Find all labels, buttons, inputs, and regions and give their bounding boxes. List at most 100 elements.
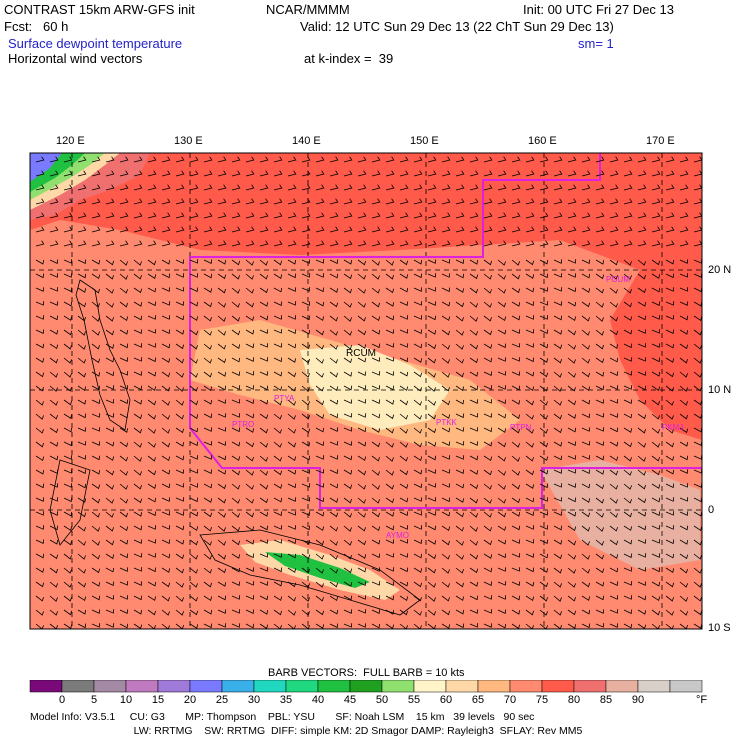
wind-barb (329, 198, 339, 205)
wind-barb (637, 371, 647, 376)
wind-barb (119, 385, 129, 390)
wind-barb (497, 623, 507, 629)
wind-barb (497, 273, 506, 280)
wind-barb (567, 553, 576, 560)
wind-barb (441, 184, 451, 191)
wind-barb (287, 385, 296, 392)
wind-barb (385, 511, 395, 517)
wind-barb (413, 427, 422, 434)
wind-barb (497, 497, 506, 504)
wind-barb (343, 315, 352, 322)
wind-barb (651, 273, 661, 279)
wind-barb (49, 198, 59, 205)
wind-barb (427, 343, 437, 350)
wind-barb (77, 469, 87, 474)
wind-barb (357, 240, 367, 247)
wind-barb (511, 581, 521, 586)
wind-barb (413, 469, 423, 475)
wind-barb (133, 595, 143, 601)
wind-barb (623, 609, 633, 615)
new-guinea-coastline (199, 529, 421, 616)
wind-barb (399, 259, 409, 266)
wind-barb (231, 553, 241, 559)
wind-barb (175, 170, 185, 177)
wind-barb (105, 567, 115, 573)
wind-barb (63, 525, 73, 531)
wind-barb (595, 315, 604, 322)
wind-barb (385, 581, 395, 586)
wind-barb (455, 212, 465, 219)
wind-barb (427, 371, 436, 378)
wind-barb (63, 301, 73, 307)
wind-barb (371, 329, 381, 335)
wind-barb (427, 427, 437, 434)
wind-barb (287, 511, 297, 516)
wind-barb (329, 315, 338, 322)
wind-barb (567, 539, 576, 546)
wind-barb (665, 259, 675, 265)
wind-barb (595, 170, 605, 177)
wind-barb (651, 343, 661, 348)
wind-barb (273, 259, 283, 266)
model-info-line1: Model Info: V3.5.1 CU: G3 MP: Thompson P… (30, 711, 535, 723)
wind-barb (133, 156, 143, 163)
wind-barb (511, 156, 521, 163)
wind-barb (539, 240, 549, 247)
wind-barb (539, 212, 549, 219)
wind-barb (399, 184, 409, 191)
wind-barb (539, 357, 549, 363)
wind-barb (301, 567, 310, 574)
wind-barb (35, 273, 45, 279)
wind-barb (455, 357, 464, 364)
wind-barb (119, 259, 128, 266)
wind-barb (147, 329, 157, 334)
wind-barb (273, 483, 283, 489)
wind-barb (399, 357, 409, 363)
wind-barb (371, 497, 380, 504)
wind-barb (231, 497, 240, 504)
wind-barb (105, 329, 115, 336)
wind-barb (357, 525, 366, 532)
wind-barb (441, 212, 451, 219)
wind-barb (329, 343, 338, 350)
wind-barb (497, 399, 507, 404)
wind-barb (259, 553, 269, 558)
wind-barb (441, 343, 450, 350)
wind-barb (385, 455, 394, 462)
wind-barb (49, 240, 59, 247)
wind-barb (595, 329, 604, 336)
wind-barb (161, 511, 171, 516)
wind-barb (441, 469, 451, 474)
wind-barb (357, 198, 367, 205)
wind-barb (301, 240, 311, 247)
wind-barb (35, 595, 44, 602)
wind-barb (77, 170, 87, 177)
wind-barb (273, 315, 283, 320)
wind-barb (385, 427, 394, 434)
wind-barb (623, 525, 633, 531)
wind-barb (399, 399, 408, 406)
wind-barb (567, 170, 577, 177)
wind-barb (245, 357, 255, 362)
wind-barb (651, 469, 661, 476)
wind-barb (245, 329, 255, 335)
wind-barb (637, 497, 647, 504)
wind-barb (483, 483, 492, 490)
place-label-aymo: AYMO (386, 531, 409, 540)
wind-barb (483, 595, 493, 600)
wind-barb (35, 427, 44, 434)
wind-barb (595, 413, 605, 418)
smoothing-label: sm= 1 (578, 36, 614, 51)
wind-barb (679, 525, 689, 531)
wind-barb (637, 567, 647, 572)
wind-barb (553, 301, 563, 306)
wind-barb (609, 287, 618, 294)
wind-barb (175, 441, 185, 447)
colorbar-label: 20 (183, 694, 197, 706)
wind-barb (385, 595, 395, 601)
wind-barb (231, 315, 240, 322)
wind-barb (623, 399, 633, 404)
wind-barb (497, 371, 507, 376)
wind-barb (105, 357, 115, 363)
wind-barb (665, 469, 675, 475)
